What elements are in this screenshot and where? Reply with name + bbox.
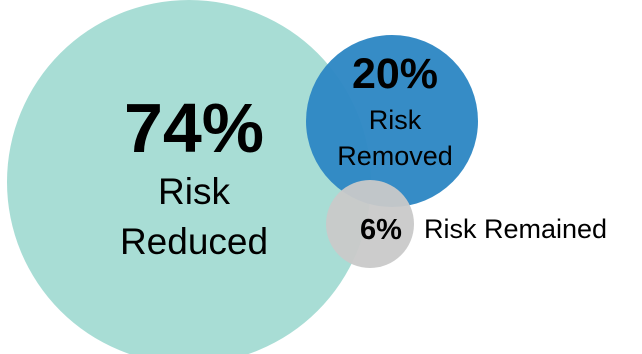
risk-removed-percent: 20%: [352, 50, 438, 98]
risk-reduced-percent: 74%: [124, 89, 264, 167]
bubble-risk-remained: [326, 180, 414, 268]
risk-remained-percent: 6%: [360, 214, 402, 246]
risk-remained-label: Risk Remained: [424, 214, 607, 244]
risk-removed-label-line2: Removed: [337, 141, 453, 171]
bubble-risk-removed: [306, 35, 478, 207]
bubble-risk-reduced: [7, 0, 371, 354]
risk-reduced-label-line1: Risk: [158, 171, 230, 212]
risk-removed-label-line1: Risk: [369, 105, 422, 135]
risk-reduced-label-line2: Reduced: [120, 221, 268, 262]
